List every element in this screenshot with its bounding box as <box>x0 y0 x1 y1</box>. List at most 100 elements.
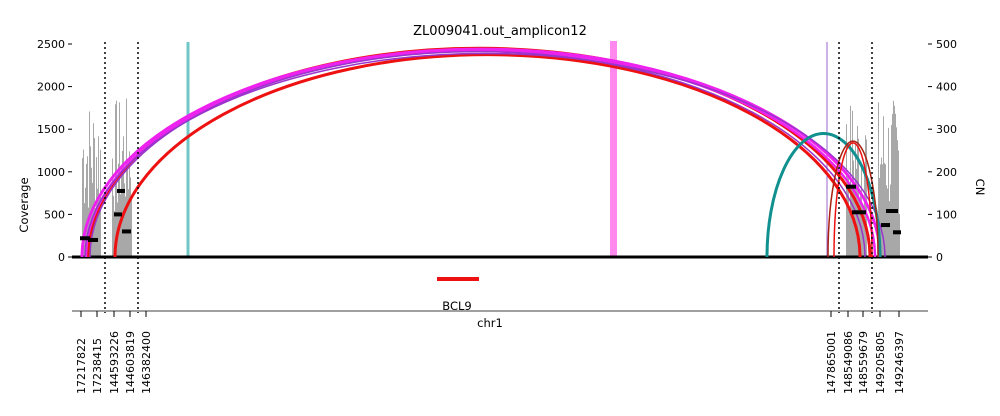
y-tick-label-right: 0 <box>936 251 943 264</box>
arc-brown-2 <box>833 142 873 258</box>
arc-red-2 <box>86 46 872 258</box>
y-tick-label-left: 0 <box>58 251 65 264</box>
coverage-bar <box>857 125 858 257</box>
coverage-bar <box>850 105 851 257</box>
breakpoint-label: 148549086 <box>842 331 855 394</box>
y-tick-label-left: 1500 <box>37 123 65 136</box>
coverage-bar <box>122 150 123 257</box>
chart-title: ZL009041.out_amplicon12 <box>413 24 587 39</box>
coverage-bar <box>899 214 900 257</box>
arc-magenta-2 <box>84 49 877 258</box>
y-tick-label-right: 400 <box>936 81 957 94</box>
arc-magenta-1 <box>80 47 882 258</box>
arc-purple-2 <box>84 52 886 258</box>
discordant-band-pink <box>610 41 617 257</box>
coverage-bar <box>891 125 892 257</box>
coverage-bar <box>114 210 115 257</box>
coverage-bar <box>130 177 131 257</box>
arc-teal-1 <box>765 131 882 258</box>
y-tick-label-right: 500 <box>936 38 957 51</box>
coverage-bar <box>888 127 889 257</box>
coverage-bar <box>863 211 864 257</box>
coverage-bar <box>97 188 98 257</box>
coverage-bar <box>121 166 122 257</box>
coverage-bar <box>113 195 114 257</box>
coverage-bar <box>90 146 91 257</box>
coverage-bar <box>885 164 886 257</box>
breakpoint-label: 147865001 <box>825 331 838 394</box>
coverage-bar <box>866 139 867 257</box>
coverage-bar <box>851 188 852 257</box>
coverage-bar <box>887 188 888 257</box>
breakpoint-label: 17238415 <box>91 338 104 394</box>
y-tick-label-right: 200 <box>936 166 957 179</box>
y-axis-label-right: CN <box>973 179 987 196</box>
breakpoint-label: 146382400 <box>140 331 153 394</box>
coverage-bar <box>886 185 887 257</box>
amplicon-boundaries <box>104 42 873 313</box>
arc-brown-1 <box>827 140 879 258</box>
coverage-bar <box>99 198 100 257</box>
y-tick-label-right: 300 <box>936 123 957 136</box>
gene-label-bcl9: BCL9 <box>442 299 471 313</box>
coverage-bar <box>82 158 83 257</box>
coverage-bar <box>119 102 120 257</box>
gene-track: BCL9 <box>437 277 479 313</box>
coverage-bar <box>897 140 898 257</box>
y-tick-label-right: 100 <box>936 208 957 221</box>
coverage-bar <box>852 110 853 257</box>
coverage-bar <box>128 189 129 257</box>
breakpoint-label: 17217822 <box>75 338 88 394</box>
y-tick-label-left: 500 <box>44 208 65 221</box>
coverage-bar <box>894 105 895 258</box>
coverage-bar <box>87 156 88 257</box>
coverage-bar <box>878 102 879 257</box>
breakpoint-label: 148559679 <box>857 331 870 394</box>
breakpoint-label: 149205805 <box>874 331 887 394</box>
coverage-bar <box>123 136 124 257</box>
coverage-bar <box>884 162 885 257</box>
coverage-bar <box>95 207 96 257</box>
coverage-bar <box>847 174 848 257</box>
coverage-bar <box>881 157 882 257</box>
coverage-bar <box>879 178 880 257</box>
breakpoint-label: 149246397 <box>893 331 906 394</box>
coverage-bar <box>86 163 87 257</box>
coverage-bar <box>889 201 890 257</box>
x-axis-label: chr1 <box>477 316 503 330</box>
coverage-bar <box>131 198 132 257</box>
coverage-bar <box>880 164 881 257</box>
coverage-bar <box>898 150 899 257</box>
coverage-bar <box>112 158 113 257</box>
structural-variant-arcs <box>80 46 886 258</box>
coverage-bar <box>849 207 850 257</box>
y-axis-label-left: Coverage <box>17 177 31 232</box>
coverage-bar <box>882 164 883 257</box>
coverage-bar <box>85 187 86 257</box>
coverage-bar <box>883 116 884 258</box>
breakpoint-ticks: 17217822 17238415 144593226 144603819 146382… <box>75 311 906 394</box>
coverage-bar <box>893 100 894 257</box>
breakpoint-label: 144593226 <box>108 331 121 394</box>
coverage-bar <box>118 163 119 257</box>
coverage-bar <box>896 127 897 258</box>
y-tick-label-left: 2500 <box>37 38 65 51</box>
coverage-bar <box>892 113 893 257</box>
coverage-bar <box>83 149 84 257</box>
copy-number-segments <box>80 184 901 242</box>
coverage-bar <box>895 113 896 258</box>
coverage-bar <box>846 124 847 258</box>
coverage-bar <box>890 184 891 257</box>
y-tick-label-left: 1000 <box>37 166 65 179</box>
coverage-bar <box>865 135 866 257</box>
coverage-histogram <box>82 41 900 258</box>
coverage-bar <box>125 196 126 257</box>
y-tick-label-left: 2000 <box>37 81 65 94</box>
coverage-bar <box>89 111 90 257</box>
axes: 0 500 1000 1500 2000 2500 0 100 200 300 400 500 <box>37 38 957 312</box>
coverage-bar <box>93 123 94 258</box>
coverage-bar <box>126 98 127 257</box>
breakpoint-label: 144603819 <box>124 331 137 394</box>
coverage-bar <box>848 174 849 257</box>
